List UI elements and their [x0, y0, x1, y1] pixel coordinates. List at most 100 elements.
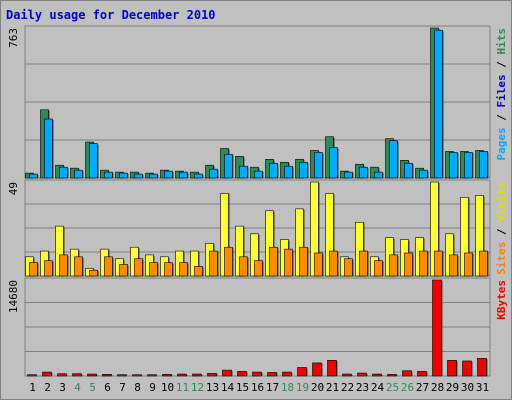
bar-sites-7 [119, 264, 128, 277]
bar-files-22 [344, 171, 353, 179]
bar-sites-28 [434, 250, 443, 277]
bar-sites-14 [224, 246, 233, 277]
bar-kbytes-25 [387, 374, 397, 377]
bar-files-31 [479, 151, 488, 179]
bar-kbytes-10 [162, 374, 172, 377]
bar-files-6 [104, 171, 113, 179]
x-tick-label-15: 15 [236, 381, 249, 394]
bar-sites-17 [269, 246, 278, 277]
x-tick-label-4: 4 [74, 381, 81, 394]
bar-kbytes-24 [372, 373, 382, 377]
bar-sites-8 [134, 258, 143, 277]
bar-kbytes-26 [402, 370, 412, 377]
x-tick-label-29: 29 [446, 381, 459, 394]
bar-kbytes-14 [222, 369, 232, 377]
bar-sites-4 [74, 256, 83, 277]
bar-kbytes-5 [87, 373, 97, 377]
bar-kbytes-22 [342, 373, 352, 377]
bar-sites-11 [179, 262, 188, 277]
x-tick-label-1: 1 [29, 381, 36, 394]
bar-sites-6 [104, 256, 113, 277]
bar-sites-30 [464, 252, 473, 277]
bar-sites-1 [29, 262, 38, 277]
x-tick-label-28: 28 [431, 381, 444, 394]
bar-sites-26 [404, 252, 413, 277]
bar-kbytes-8 [132, 374, 142, 377]
bar-sites-12 [194, 266, 203, 277]
legend-entry: Hits [495, 28, 508, 55]
bar-files-3 [59, 166, 68, 179]
x-tick-label-30: 30 [461, 381, 474, 394]
bar-files-21 [329, 147, 338, 179]
x-tick-label-2: 2 [44, 381, 51, 394]
x-tick-label-9: 9 [149, 381, 156, 394]
x-tick-label-13: 13 [206, 381, 219, 394]
bar-files-9 [149, 173, 158, 179]
bar-kbytes-13 [207, 373, 217, 377]
x-tick-label-21: 21 [326, 381, 339, 394]
bar-kbytes-15 [237, 371, 247, 377]
bar-files-5 [89, 143, 98, 179]
bar-kbytes-9 [147, 374, 157, 377]
x-tick-label-20: 20 [311, 381, 324, 394]
legend-bottom: KBytes [495, 280, 508, 320]
bar-files-16 [254, 170, 263, 179]
bar-kbytes-16 [252, 371, 262, 377]
bar-kbytes-30 [462, 360, 472, 377]
ymax-label-middle: 49 [7, 182, 20, 195]
bar-kbytes-18 [282, 371, 292, 377]
bar-sites-20 [314, 252, 323, 277]
bar-sites-29 [449, 254, 458, 277]
bar-sites-3 [59, 254, 68, 277]
bar-files-27 [419, 169, 428, 179]
bar-kbytes-20 [312, 362, 322, 377]
legend-middle: Sites / Visits [495, 182, 508, 275]
bar-kbytes-7 [117, 374, 127, 377]
bar-sites-10 [164, 262, 173, 277]
bar-sites-16 [254, 260, 263, 277]
bar-sites-21 [329, 250, 338, 277]
bar-sites-22 [344, 258, 353, 277]
bar-files-17 [269, 162, 278, 179]
bar-files-15 [239, 165, 248, 179]
x-tick-label-31: 31 [476, 381, 489, 394]
bar-kbytes-1 [27, 374, 37, 377]
x-tick-label-23: 23 [356, 381, 369, 394]
x-tick-label-19: 19 [296, 381, 309, 394]
x-tick-label-22: 22 [341, 381, 354, 394]
legend-top: Pages / Files / Hits [495, 28, 508, 161]
ymax-label-bottom: 14680 [7, 280, 20, 313]
x-tick-label-25: 25 [386, 381, 399, 394]
bar-sites-27 [419, 250, 428, 277]
x-tick-label-16: 16 [251, 381, 264, 394]
x-tick-label-17: 17 [266, 381, 279, 394]
bar-files-7 [119, 172, 128, 179]
bar-files-25 [389, 140, 398, 179]
bar-kbytes-27 [417, 371, 427, 377]
bar-files-23 [359, 166, 368, 179]
bar-files-14 [224, 154, 233, 179]
ymax-label-top: 763 [7, 28, 20, 48]
bar-files-24 [374, 171, 383, 179]
bar-files-2 [44, 118, 53, 179]
bar-kbytes-31 [477, 358, 487, 377]
x-tick-label-11: 11 [176, 381, 189, 394]
bar-files-11 [179, 171, 188, 179]
bar-kbytes-6 [102, 374, 112, 377]
x-tick-label-24: 24 [371, 381, 385, 394]
bar-kbytes-28 [432, 279, 442, 377]
bar-kbytes-17 [267, 372, 277, 377]
x-tick-label-8: 8 [134, 381, 141, 394]
bar-sites-23 [359, 250, 368, 277]
x-tick-label-5: 5 [89, 381, 96, 394]
x-tick-label-14: 14 [221, 381, 235, 394]
bar-kbytes-3 [57, 373, 67, 377]
bar-files-10 [164, 170, 173, 179]
bar-sites-18 [284, 248, 293, 277]
x-tick-label-26: 26 [401, 381, 414, 394]
bar-kbytes-2 [42, 371, 52, 377]
bar-kbytes-29 [447, 360, 457, 377]
x-tick-label-12: 12 [191, 381, 204, 394]
legend-entry: Files [495, 74, 508, 107]
